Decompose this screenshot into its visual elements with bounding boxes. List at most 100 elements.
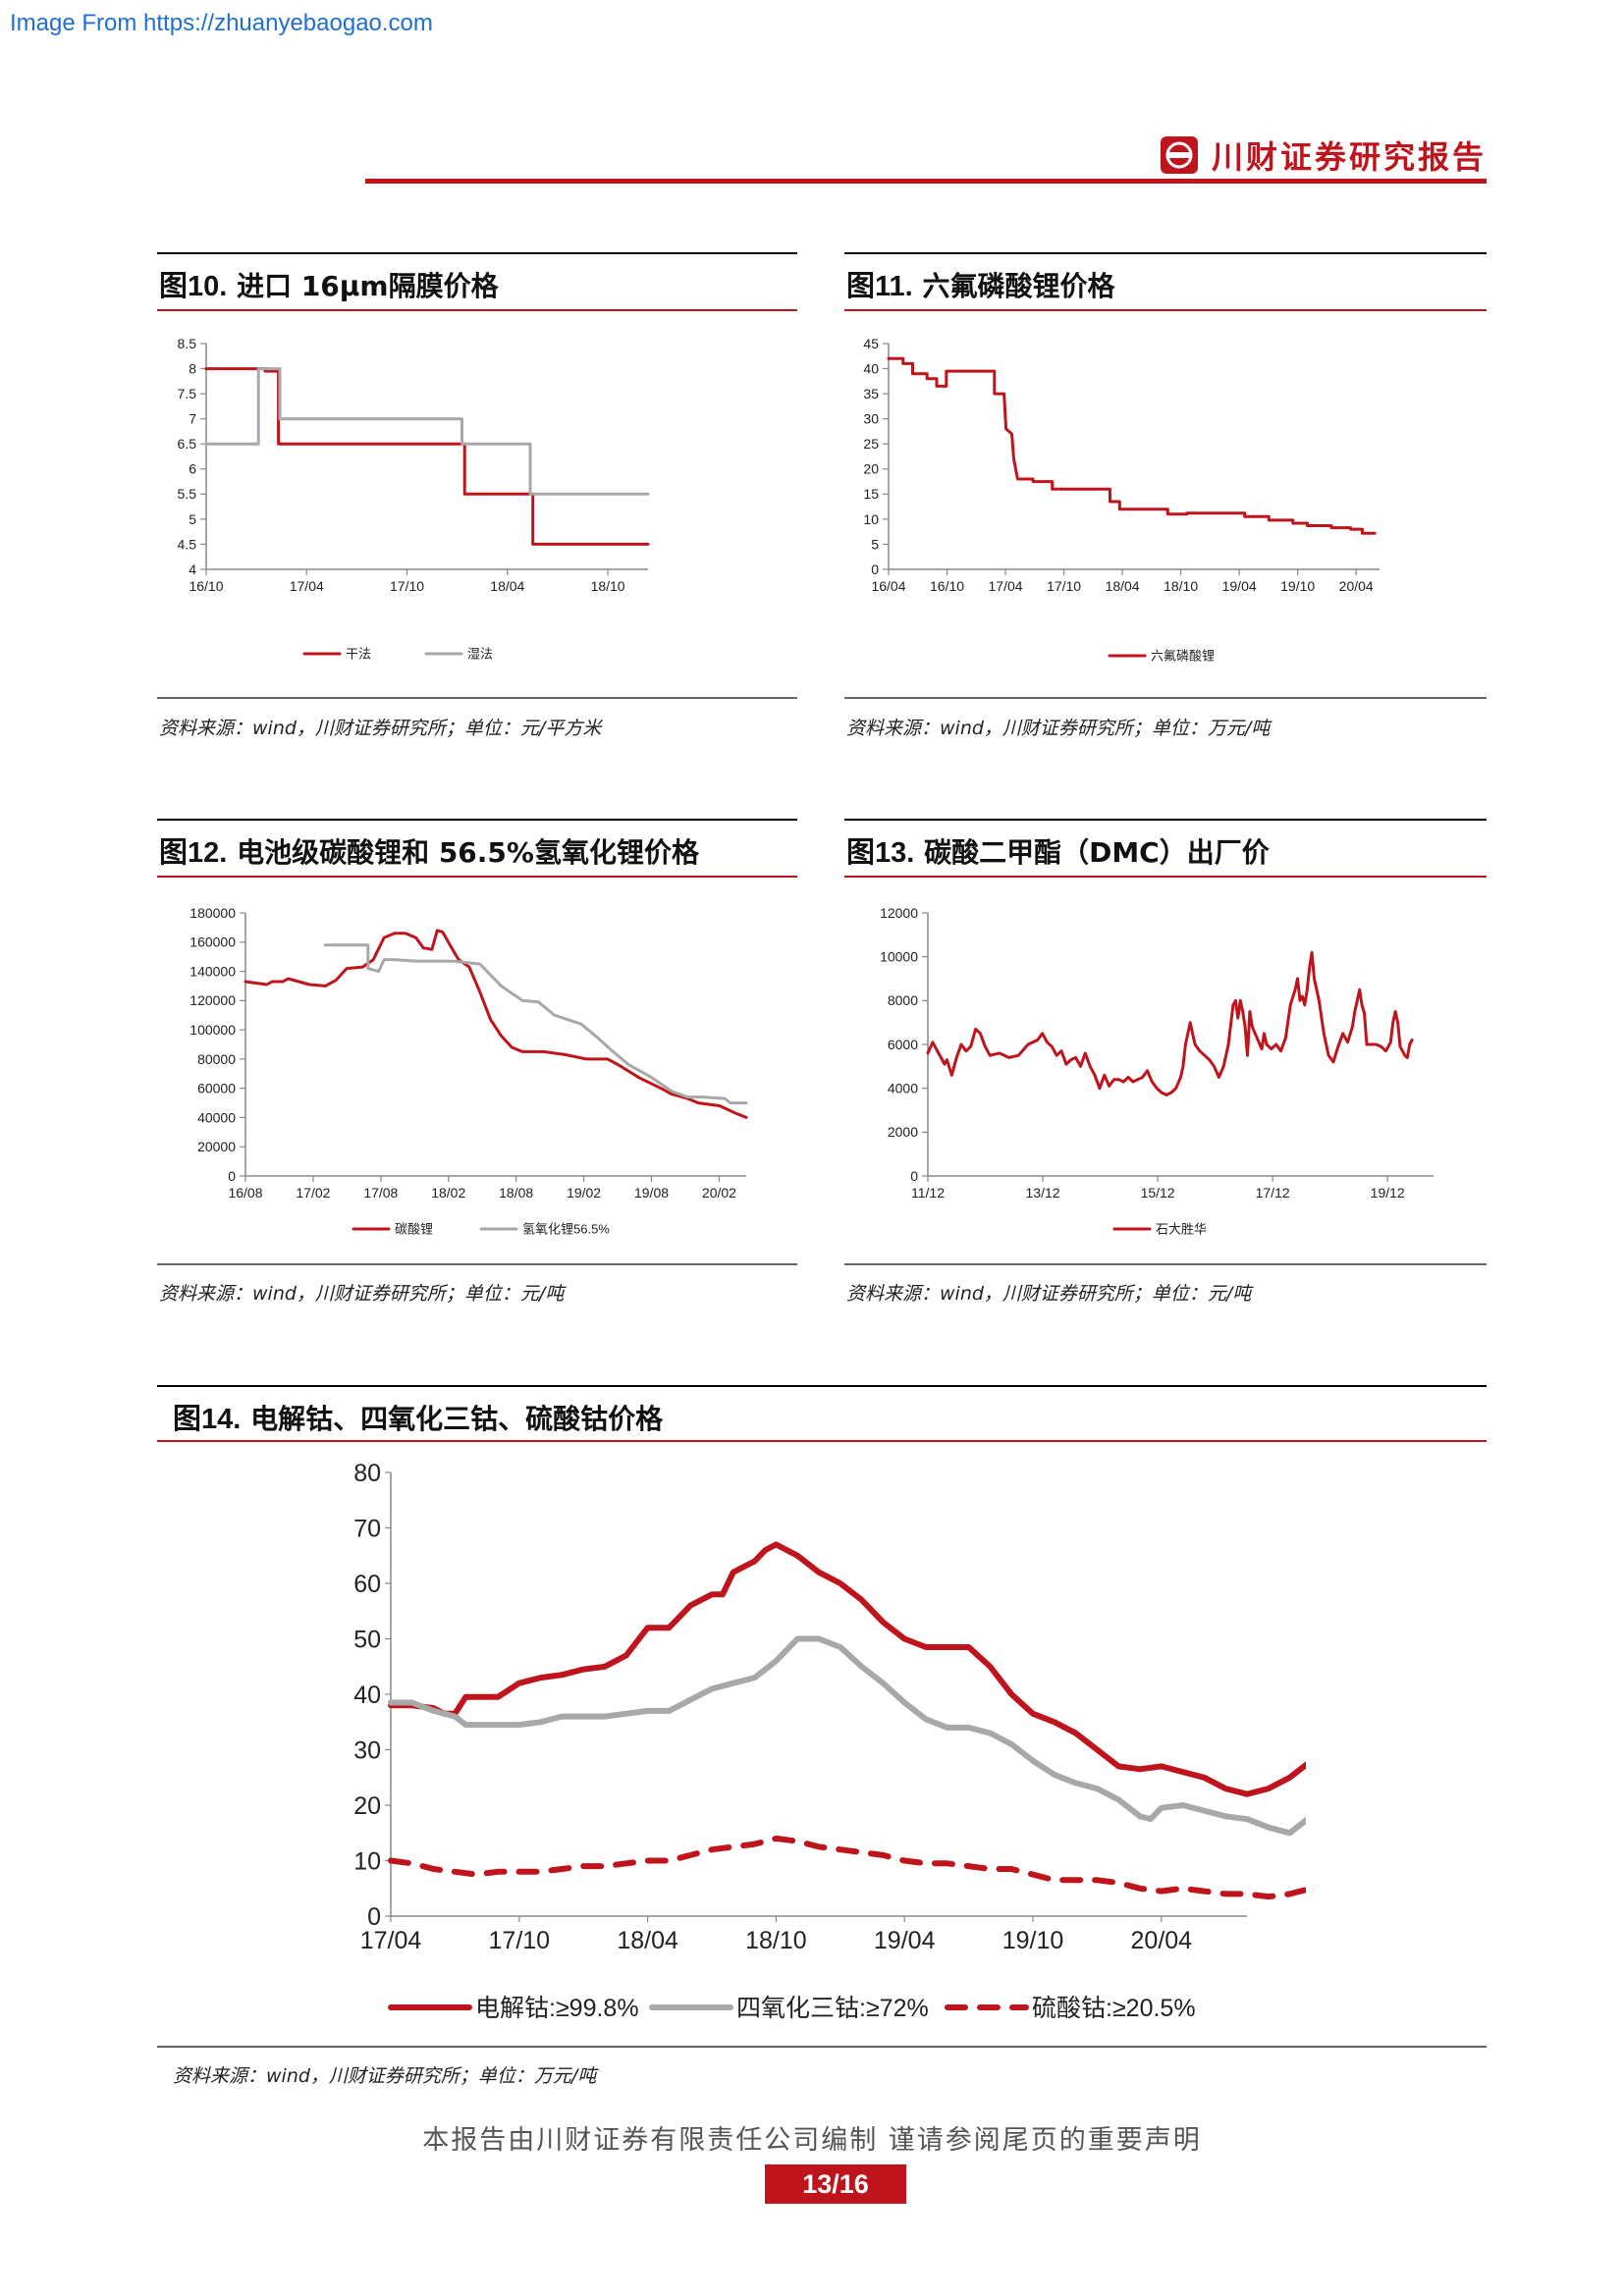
series-line-1 — [388, 1635, 1306, 1837]
y-tick-label: 6000 — [888, 1037, 918, 1052]
y-tick-label: 10000 — [880, 949, 918, 965]
series-line-0 — [887, 356, 1377, 535]
fig14-top-rule — [157, 1385, 1487, 1387]
y-tick-label: 20000 — [197, 1139, 236, 1154]
y-tick-label: 5 — [871, 536, 879, 552]
y-tick-label: 80000 — [197, 1051, 236, 1067]
y-tick-label: 40 — [863, 360, 879, 376]
x-tick-label: 19/12 — [1371, 1185, 1405, 1201]
x-tick-label: 17/08 — [363, 1185, 398, 1201]
legend-label-0: 电解钴:≥99.8% — [475, 1995, 639, 2022]
y-tick-label: 2000 — [888, 1124, 918, 1140]
x-tick-label: 17/04 — [290, 578, 324, 594]
fig11-top-rule — [844, 252, 1487, 254]
x-tick-label: 17/02 — [296, 1185, 330, 1201]
fig14-source: 资料来源：wind，川财证券研究所；单位：万元/吨 — [173, 2065, 597, 2087]
y-tick-label: 20 — [353, 1792, 381, 1820]
fig13-top-rule — [844, 819, 1487, 821]
fig10-chart: 4 4.5 5 5.5 6 6.5 7 7.5 8 8.5 16/10 17/04 17/10 18/04… — [178, 336, 650, 662]
y-tick-label: 6 — [189, 461, 196, 477]
fig12-title-text: 电池级碳酸锂和 56.5%氢氧化锂价格 — [237, 836, 699, 869]
fig13-chart: 0 2000 4000 6000 8000 10000 12000 11/12 13/12 15/… — [880, 905, 1434, 1237]
y-tick-label: 140000 — [189, 963, 236, 979]
page-number: 13/16 — [765, 2164, 906, 2204]
y-tick-label: 160000 — [189, 934, 236, 950]
fig14-title: 图14. 电解钴、四氧化三钴、硫酸钴价格 — [173, 1396, 663, 1437]
y-tick-label: 8000 — [888, 992, 918, 1008]
y-tick-label: 60000 — [197, 1081, 236, 1096]
fig13-source: 资料来源：wind，川财证券研究所；单位：元/吨 — [846, 1283, 1252, 1305]
legend-label-1: 四氧化三钴:≥72% — [736, 1995, 929, 2022]
x-tick-label: 16/08 — [228, 1185, 262, 1201]
brand-logo-icon — [1160, 136, 1198, 174]
x-tick-label: 19/10 — [1280, 578, 1315, 594]
fig10-number: 图10. — [159, 271, 228, 302]
y-tick-label: 20 — [863, 461, 879, 477]
fig14-chart: 0 10 20 30 40 50 60 70 80 17/04 17/10 18/04 18/10 19/… — [353, 1460, 1306, 2022]
footer-disclaimer: 本报告由川财证券有限责任公司编制 谨请参阅尾页的重要声明 — [422, 2125, 1202, 2156]
y-tick-label: 60 — [353, 1571, 381, 1598]
fig13-bottom-rule — [844, 1263, 1487, 1265]
brand-header: 川财证券研究报告 — [1159, 133, 1487, 178]
y-tick-label: 15 — [863, 486, 879, 502]
y-tick-label: 5 — [189, 511, 196, 527]
y-tick-label: 0 — [910, 1168, 918, 1184]
series-line-1 — [204, 367, 650, 496]
fig10-title: 图10. 进口 16μm隔膜价格 — [159, 263, 499, 304]
x-tick-label: 11/12 — [911, 1185, 945, 1201]
series-line-0 — [388, 1541, 1306, 1797]
fig11-bottom-rule — [844, 697, 1487, 699]
x-tick-label: 17/04 — [360, 1927, 422, 1954]
y-tick-label: 7.5 — [178, 386, 197, 401]
x-tick-label: 18/10 — [591, 578, 625, 594]
x-tick-label: 17/10 — [1047, 578, 1081, 594]
fig10-title-text: 进口 16μm隔膜价格 — [237, 270, 499, 302]
x-tick-label: 18/02 — [431, 1185, 465, 1201]
fig11-sub-rule — [844, 309, 1487, 311]
fig12-number: 图12. — [159, 837, 228, 869]
fig13-sub-rule — [844, 876, 1487, 878]
fig11-title-text: 六氟磷酸锂价格 — [922, 270, 1115, 302]
fig14-sub-rule — [157, 1440, 1487, 1442]
y-tick-label: 30 — [353, 1736, 381, 1764]
x-tick-label: 18/10 — [1164, 578, 1198, 594]
legend-label-0: 干法 — [346, 647, 371, 662]
y-tick-label: 120000 — [189, 992, 236, 1008]
fig10-top-rule — [157, 252, 797, 254]
x-tick-label: 19/08 — [634, 1185, 669, 1201]
x-tick-label: 18/10 — [745, 1927, 807, 1954]
fig14-title-text: 电解钴、四氧化三钴、硫酸钴价格 — [250, 1403, 664, 1435]
y-tick-label: 12000 — [880, 905, 918, 921]
x-tick-label: 15/12 — [1141, 1185, 1175, 1201]
y-tick-label: 0 — [871, 561, 879, 577]
x-tick-label: 19/04 — [874, 1927, 936, 1954]
x-tick-label: 20/02 — [702, 1185, 736, 1201]
fig10-source: 资料来源：wind，川财证券研究所；单位：元/平方米 — [159, 718, 602, 739]
x-tick-label: 20/04 — [1339, 578, 1374, 594]
fig12-chart: 0 20000 40000 60000 80000 100000 120000 140000 1… — [189, 905, 748, 1237]
x-tick-label: 19/02 — [567, 1185, 601, 1201]
y-tick-label: 50 — [353, 1626, 381, 1653]
series-line-1 — [323, 943, 748, 1105]
y-tick-label: 0 — [367, 1903, 381, 1931]
fig11-chart: 0 5 10 15 20 25 30 35 40 45 16/04 16/10 17/04 17/10 18… — [863, 336, 1380, 664]
series-line-2 — [388, 1835, 1306, 1900]
fig12-source: 资料来源：wind，川财证券研究所；单位：元/吨 — [159, 1283, 565, 1305]
x-tick-label: 20/04 — [1131, 1927, 1193, 1954]
watermark-text[interactable]: Image From https://zhuanyebaogao.com — [10, 10, 433, 36]
legend-label-2: 硫酸钴:≥20.5% — [1032, 1995, 1196, 2022]
legend-label-0: 石大胜华 — [1156, 1222, 1207, 1237]
y-tick-label: 4.5 — [178, 536, 197, 552]
y-tick-label: 0 — [228, 1168, 236, 1184]
x-tick-label: 18/04 — [1106, 578, 1140, 594]
y-tick-label: 100000 — [189, 1022, 236, 1038]
y-tick-label: 70 — [353, 1515, 381, 1542]
fig14-number: 图14. — [173, 1404, 242, 1435]
x-tick-label: 17/12 — [1256, 1185, 1290, 1201]
series-line-0 — [204, 367, 650, 546]
y-tick-label: 40000 — [197, 1109, 236, 1125]
y-tick-label: 10 — [353, 1847, 381, 1875]
brand-name: 川财证券研究报告 — [1211, 138, 1487, 176]
fig13-number: 图13. — [846, 837, 915, 869]
series-line-0 — [926, 950, 1414, 1096]
